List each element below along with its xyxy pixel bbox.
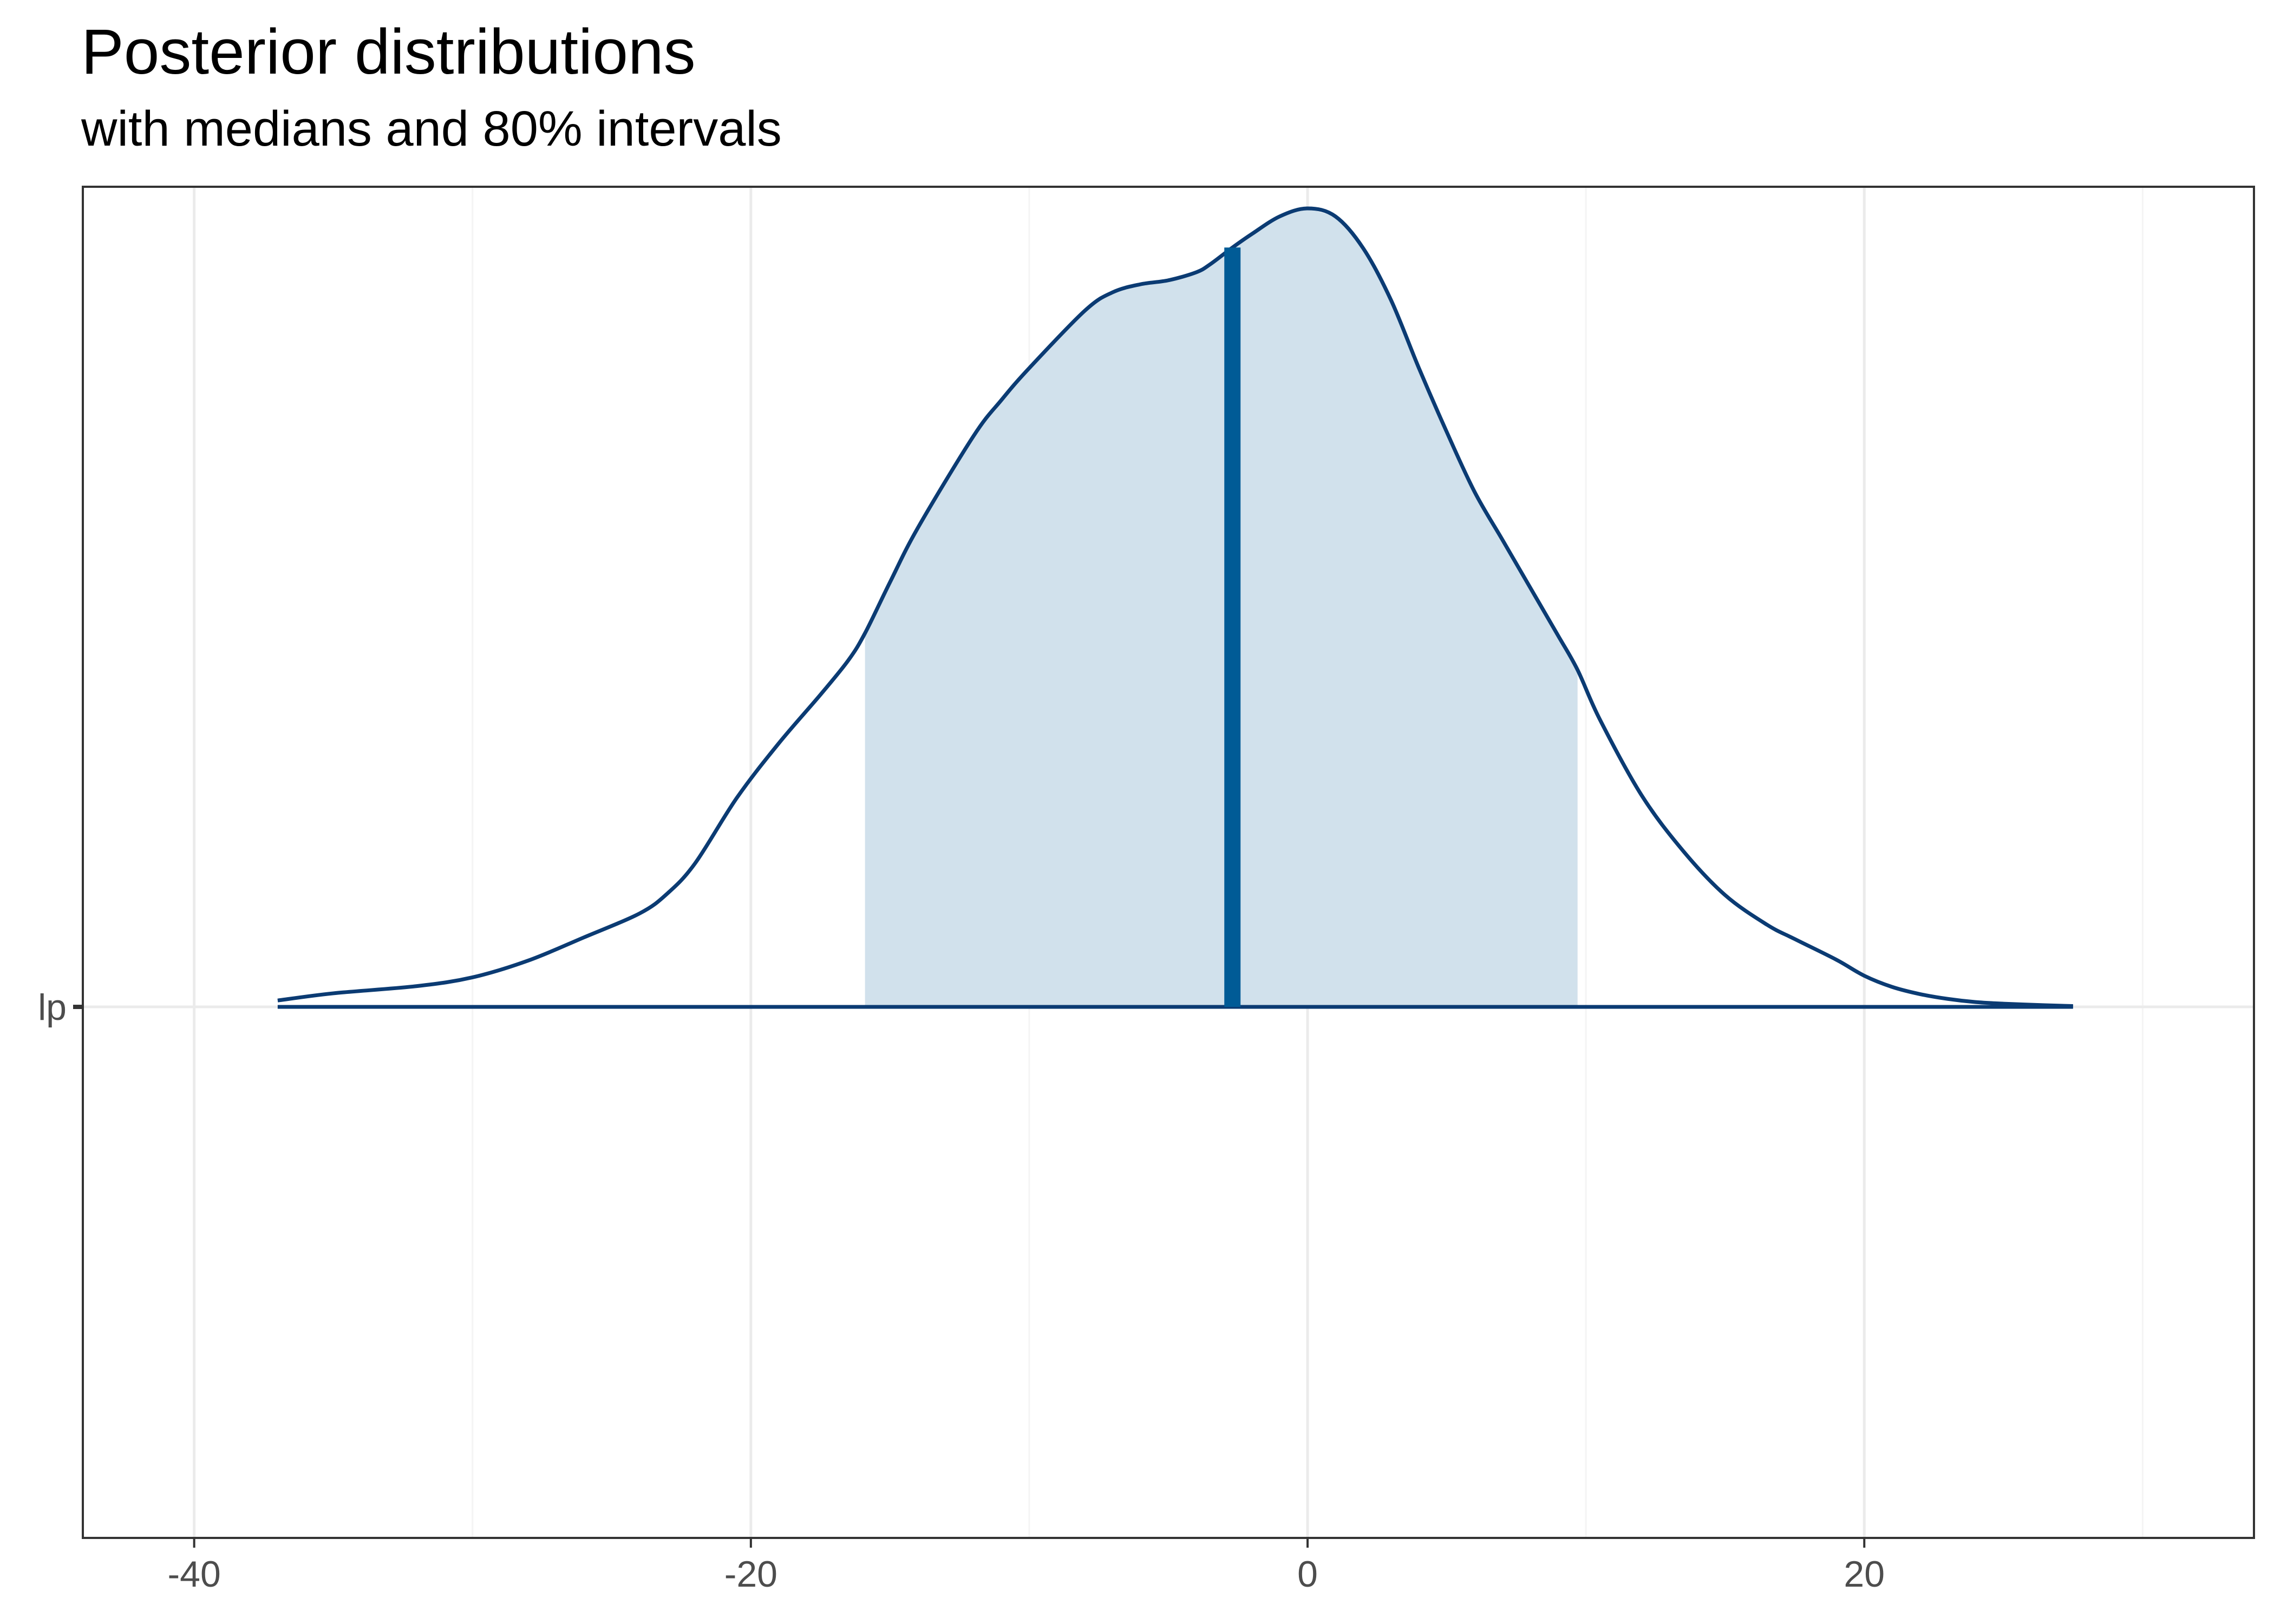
interval-80-area <box>865 208 1578 1007</box>
y-axis: lp <box>38 987 83 1028</box>
x-tick-label: -20 <box>724 1554 777 1595</box>
x-axis: -40 -20 0 20 <box>168 1538 1885 1595</box>
x-tick-label: 20 <box>1844 1554 1885 1595</box>
x-tick-label: 0 <box>1297 1554 1318 1595</box>
chart-subtitle: with medians and 80% intervals <box>81 101 782 156</box>
density-curve <box>277 206 2073 1009</box>
minor-gridlines <box>472 187 2144 1538</box>
y-tick-label: lp <box>38 987 67 1028</box>
chart-title: Posterior distributions <box>81 16 696 88</box>
panel-border <box>82 186 2255 1539</box>
x-tick-label: -40 <box>168 1554 221 1595</box>
